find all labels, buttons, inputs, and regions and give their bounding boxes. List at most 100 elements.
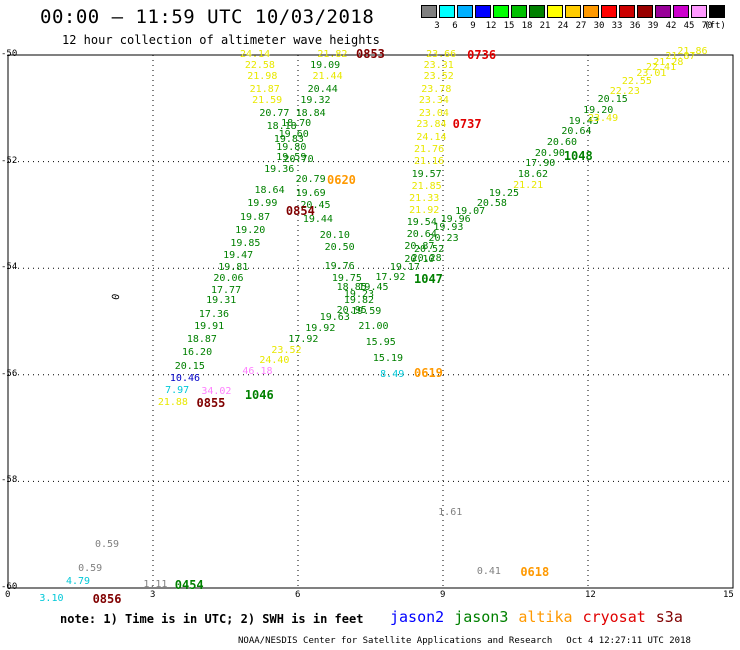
wave-height-value: 21.98 (247, 71, 278, 83)
pass-time-label: 0854 (285, 204, 315, 219)
wave-height-value: 19.92 (305, 323, 336, 335)
pass-time-label: 1047 (414, 271, 443, 286)
wave-height-value: 19.87 (240, 211, 271, 223)
wave-height-value: 17.92 (288, 334, 319, 346)
map-subtitle: 12 hour collection of altimeter wave hei… (62, 33, 380, 47)
wave-height-value: 20.15 (597, 94, 628, 106)
wave-height-value: 20.58 (476, 198, 507, 210)
legend-swatch (709, 5, 725, 18)
wave-height-value: 24.14 (240, 49, 271, 60)
wave-height-legend: 3 6 9 12 15 18 21 24 27 30 33 36 39 42 45 70 (ft) (421, 5, 731, 35)
wave-height-value: 19.75 (331, 272, 362, 284)
wave-height-value: 20.50 (324, 242, 355, 254)
wave-height-value: 20.28 (411, 252, 442, 264)
wave-height-value: 20.52 (414, 243, 445, 255)
wave-height-value: 20.87 (404, 240, 435, 252)
satellite-name: altika (518, 608, 573, 626)
pass-time-label: 0856 (92, 591, 122, 606)
wave-height-value: 23.34 (418, 95, 449, 107)
wave-height-value: 20.15 (174, 360, 205, 372)
wave-height-value: 34.02 (201, 386, 232, 398)
latitude-tick-label: -60 (1, 582, 18, 592)
wave-height-value: 23.04 (418, 107, 449, 119)
wave-height-value: 20.06 (213, 272, 244, 284)
latitude-tick-label: -50 (1, 49, 18, 59)
wave-height-value: 22.58 (244, 59, 275, 71)
map-title: 00:00 – 11:59 UTC 10/03/2018 (40, 6, 375, 28)
legend-label: 36 (629, 21, 641, 31)
wave-height-value: 17.77 (211, 284, 242, 296)
wave-height-value: 18.85 (336, 282, 367, 294)
wave-height-value: 21.28 (653, 56, 684, 68)
wave-height-value: 19.47 (223, 250, 254, 262)
wave-height-value: 21.76 (414, 143, 445, 155)
legend-swatch (601, 5, 617, 18)
pass-time-label: 0454 (174, 578, 204, 593)
credit-line: NOAA/NESDIS Center for Satellite Applica… (238, 636, 691, 646)
pass-time-label: 0736 (467, 48, 497, 62)
wave-height-value: 20.77 (259, 107, 290, 119)
wave-height-value: 21.16 (414, 155, 445, 167)
wave-height-value: 23.66 (426, 49, 457, 60)
wave-height-value: 23.01 (636, 67, 667, 79)
wave-height-value: 19.25 (488, 187, 520, 199)
legend-swatch (655, 5, 671, 18)
wave-height-value: 21.33 (409, 192, 440, 204)
wave-height-value: 19.60 (278, 128, 309, 140)
wave-height-value: 20.70 (283, 154, 314, 165)
pass-time-label: 0855 (196, 396, 226, 411)
wave-height-value: 8.49 (380, 368, 405, 380)
legend-swatch (439, 5, 455, 18)
wave-height-value: 21.85 (411, 180, 442, 192)
pass-time-label: 0737 (452, 117, 482, 132)
wave-height-value: 0.59 (78, 563, 103, 575)
legend-swatch (673, 5, 689, 18)
wave-height-value: 19.07 (455, 206, 486, 218)
pass-time-label: 0620 (327, 173, 356, 188)
legend-label: 21 (539, 21, 551, 31)
wave-height-value: 19.44 (302, 214, 333, 226)
wave-height-value: 18.87 (186, 334, 217, 346)
legend-label: 15 (503, 21, 515, 31)
wave-height-value: 24.40 (259, 355, 290, 367)
wave-height-value: 19.45 (358, 282, 389, 294)
legend-swatch (529, 5, 545, 18)
credit-timestamp: Oct 4 12:27:11 UTC 2018 (566, 636, 691, 646)
wave-height-value: 17.92 (375, 271, 406, 283)
wave-height-value: 1.11 (143, 579, 168, 591)
latitude-tick-label: -54 (1, 262, 18, 273)
wave-height-value: 22.41 (646, 62, 677, 74)
wave-height-value: 18.84 (295, 107, 326, 119)
longitude-tick-label: 15 (723, 590, 734, 600)
wave-height-value: 19.54 (406, 216, 437, 228)
wave-height-value: 0.59 (95, 539, 120, 551)
longitude-tick-label: 9 (440, 590, 446, 600)
credit-org: NOAA/NESDIS Center for Satellite Applica… (238, 636, 553, 646)
pass-time-label: 0618 (520, 565, 550, 579)
wave-height-value: 46.18 (242, 366, 273, 378)
wave-height-value: 23.52 (423, 71, 454, 83)
legend-swatch (457, 5, 473, 18)
wave-height-value: 7.97 (165, 384, 190, 396)
wave-height-value: 19.57 (411, 168, 442, 180)
wave-height-value: 19.23 (343, 288, 375, 300)
latitude-tick-label: -56 (1, 368, 18, 379)
legend-swatch (691, 5, 707, 18)
wave-height-value: 20.45 (300, 199, 331, 211)
latitude-tick-label: -52 (1, 155, 18, 166)
wave-height-value: 10.46 (169, 372, 201, 384)
longitude-tick-label: 0 (5, 590, 11, 600)
legend-label: 39 (647, 21, 659, 31)
legend-swatch (493, 5, 509, 18)
legend-label: 3 (434, 21, 440, 31)
wave-height-value: 21.44 (312, 71, 343, 83)
wave-height-value: 20.10 (404, 254, 435, 266)
satellite-legend: jason2 jason3 altika cryosat s3a (390, 608, 693, 626)
satellite-name: jason3 (454, 608, 509, 626)
satellite-name: cryosat (582, 608, 646, 626)
wave-height-value: 23.52 (271, 344, 302, 356)
wave-height-value: 19.17 (389, 262, 420, 274)
wave-height-value: 18.18 (266, 120, 297, 132)
wave-height-value: 20.60 (546, 136, 578, 148)
